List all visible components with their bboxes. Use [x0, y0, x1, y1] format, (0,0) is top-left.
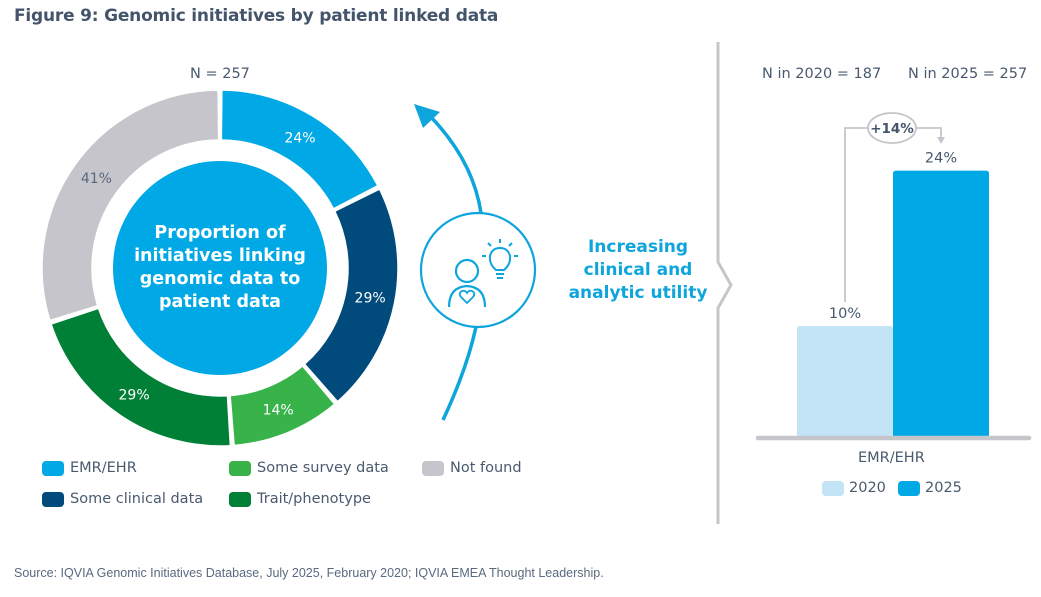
legend-label: Trait/phenotype: [257, 491, 371, 507]
n-2020-label: N in 2020 = 187: [762, 66, 882, 82]
legend-item-emr: EMR/EHR: [42, 460, 137, 476]
legend-label: Not found: [450, 460, 522, 476]
n-2025-label: N in 2025 = 257: [908, 66, 1028, 82]
person-heart-lightbulb-icon: [419, 211, 537, 329]
donut-data-label: 29%: [355, 291, 386, 307]
legend-item-trait: Trait/phenotype: [229, 491, 371, 507]
legend-swatch: [42, 491, 64, 507]
center-text-line: Proportion of: [154, 223, 286, 243]
donut-labels: 24% 29% 14% 29% 41%: [81, 131, 386, 419]
bar-legend-2020: 2020: [822, 480, 886, 496]
donut-n-label: N = 257: [190, 66, 250, 82]
legend-swatch: [229, 460, 251, 476]
donut-segment-emr-ehr: [220, 89, 379, 210]
bar-data-label: 24%: [925, 151, 957, 167]
donut-data-label: 29%: [119, 388, 150, 404]
legend-swatch: [898, 480, 920, 496]
donut-data-label: 41%: [81, 171, 112, 187]
center-text-line: initiatives linking: [134, 246, 306, 266]
bar-chart: 10% 24% +14%: [755, 112, 1032, 441]
legend-label: Some survey data: [257, 460, 389, 476]
utility-text-line: analytic utility: [568, 283, 708, 303]
donut-segment-trait-phenotype: [50, 307, 232, 447]
utility-text-line: clinical and: [583, 260, 693, 280]
legend-item-survey: Some survey data: [229, 460, 389, 476]
change-label: +14%: [870, 121, 914, 137]
center-text-line: patient data: [159, 292, 281, 312]
figure-title: Figure 9: Genomic initiatives by patient…: [14, 6, 499, 26]
source-note: Source: IQVIA Genomic Initiatives Databa…: [14, 566, 604, 580]
bar-data-label: 10%: [829, 306, 861, 322]
legend-swatch: [229, 491, 251, 507]
donut-segment-not-found: [41, 89, 220, 322]
bar-category-label: EMR/EHR: [858, 450, 925, 466]
legend-label: 2020: [849, 480, 886, 496]
utility-text-line: Increasing: [587, 237, 689, 257]
utility-text: Increasing clinical and analytic utility: [563, 236, 713, 305]
donut-data-label: 24%: [284, 131, 315, 147]
legend-label: 2025: [925, 480, 962, 496]
change-badge: [867, 112, 917, 144]
legend-item-not-found: Not found: [422, 460, 522, 476]
legend-swatch: [42, 460, 64, 476]
legend-item-clinical: Some clinical data: [42, 491, 203, 507]
legend-swatch: [422, 460, 444, 476]
arrow-head-icon: [414, 104, 440, 128]
legend-label: EMR/EHR: [70, 460, 137, 476]
center-text-line: genomic data to: [139, 269, 301, 289]
donut-data-label: 14%: [263, 403, 294, 419]
donut-segment-some-clinical-data: [303, 188, 399, 403]
donut-segment-some-survey-data: [229, 365, 336, 447]
bar-2020: [797, 326, 893, 437]
donut-center-disc: [113, 161, 327, 375]
donut-chart: [41, 89, 399, 447]
divider-line: [716, 42, 733, 524]
bar-legend-2025: 2025: [898, 480, 962, 496]
bar-2025: [893, 170, 989, 437]
legend-label: Some clinical data: [70, 491, 204, 507]
legend-swatch: [822, 480, 844, 496]
donut-center-text: Proportion of initiatives linking genomi…: [113, 222, 327, 314]
connector-arrow-icon: [937, 137, 945, 144]
arrow-upper-stroke: [427, 113, 483, 214]
